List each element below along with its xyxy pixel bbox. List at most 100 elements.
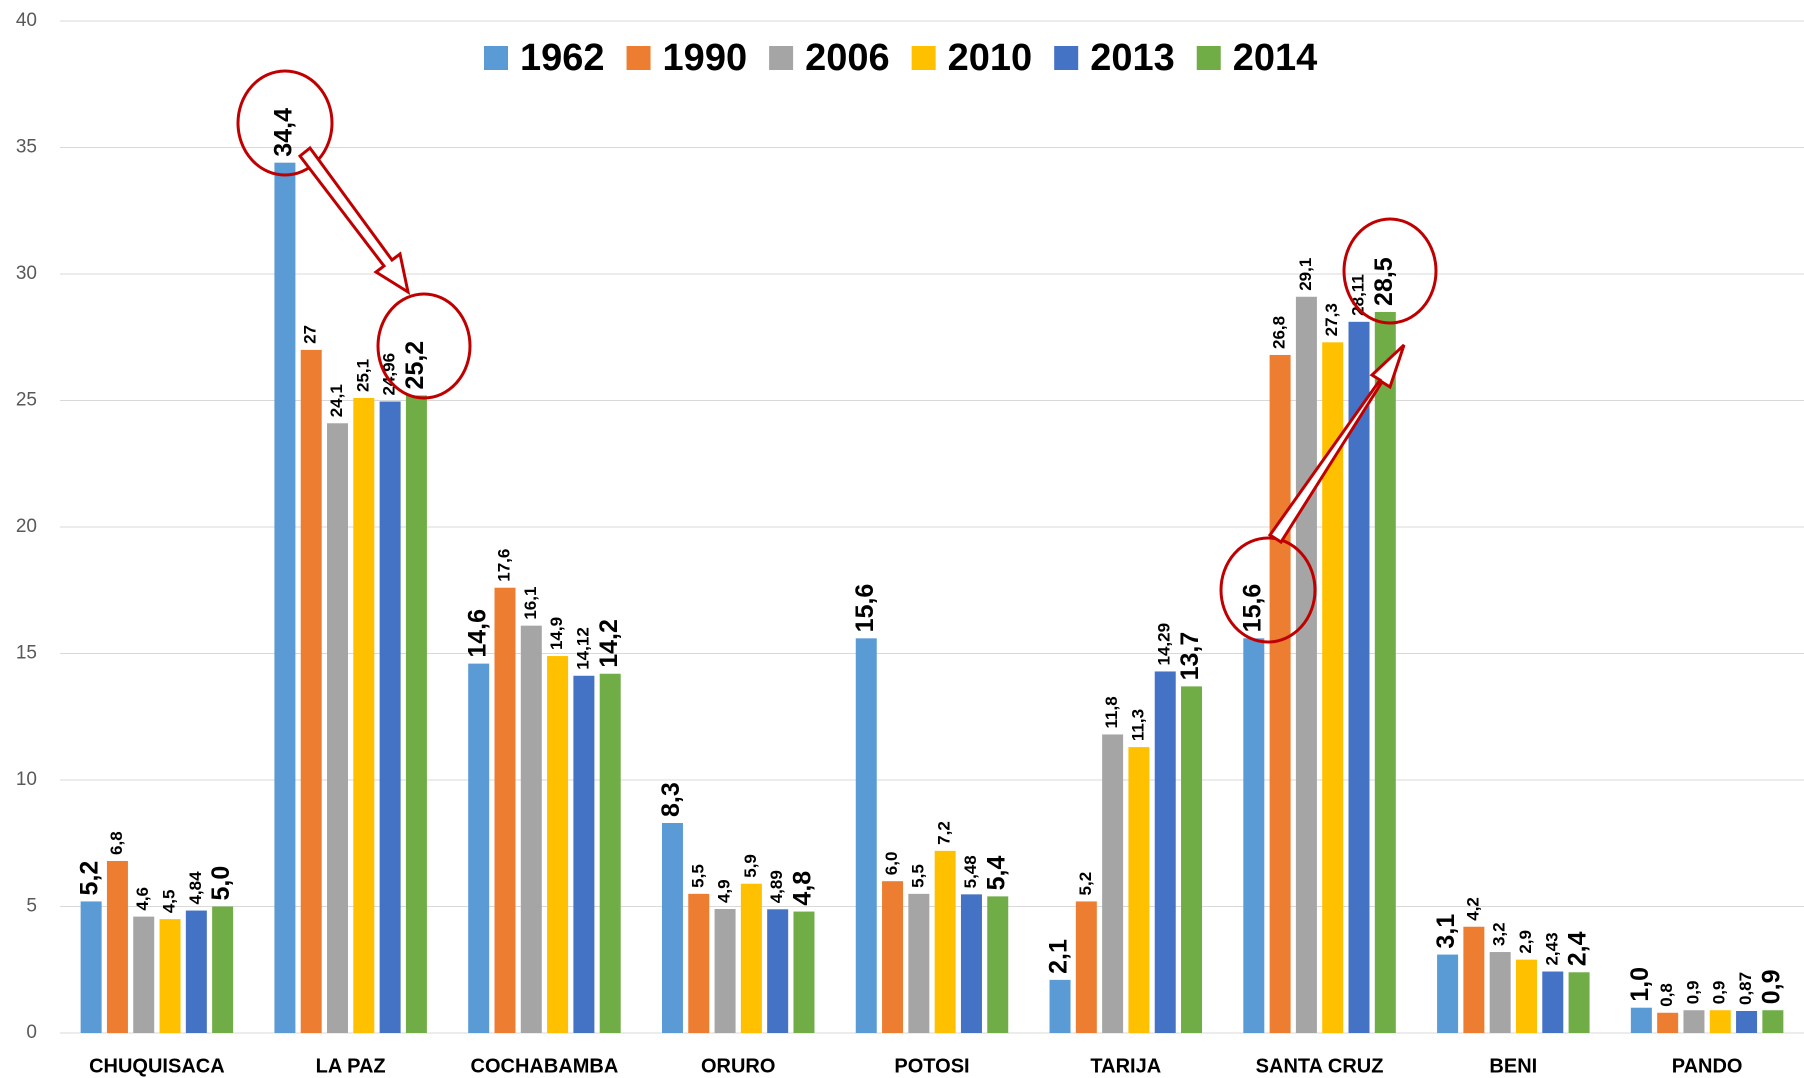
bar <box>934 850 956 1033</box>
bar <box>1243 638 1265 1033</box>
value-label: 1,0 <box>1626 967 1654 1002</box>
y-tick-label: 5 <box>26 896 37 917</box>
bar <box>159 919 181 1033</box>
bar <box>80 901 102 1033</box>
bar <box>327 423 349 1033</box>
annotations <box>236 69 1438 644</box>
bar <box>1322 342 1344 1033</box>
bar <box>987 896 1009 1033</box>
value-label: 13,7 <box>1176 632 1204 681</box>
value-label: 4,6 <box>133 887 152 911</box>
bar <box>1630 1007 1652 1033</box>
bar <box>1762 1010 1784 1033</box>
x-tick-label: ORURO <box>701 1055 775 1077</box>
value-label: 14,9 <box>547 617 566 650</box>
value-label: 4,9 <box>715 879 734 903</box>
value-label: 27 <box>301 325 320 344</box>
bar <box>106 860 128 1033</box>
value-label: 11,8 <box>1102 696 1121 728</box>
value-label: 34,4 <box>270 108 298 157</box>
value-label: 28,11 <box>1348 274 1367 316</box>
value-label: 3,2 <box>1490 922 1509 946</box>
bar <box>468 663 490 1033</box>
value-label: 5,2 <box>1076 872 1095 896</box>
x-tick-label: SANTA CRUZ <box>1256 1055 1384 1077</box>
value-label: 29,1 <box>1296 258 1315 291</box>
value-label: 2,43 <box>1542 932 1561 965</box>
bar <box>908 893 930 1033</box>
value-label: 2,9 <box>1516 930 1535 954</box>
value-label: 4,2 <box>1463 897 1482 921</box>
value-label: 28,5 <box>1370 257 1398 306</box>
x-tick-label: LA PAZ <box>316 1055 386 1077</box>
value-label: 24,96 <box>380 353 399 396</box>
arrow <box>1267 343 1406 545</box>
value-label: 14,29 <box>1155 623 1174 666</box>
value-label: 2,4 <box>1564 931 1592 966</box>
value-label: 11,3 <box>1128 709 1147 741</box>
bar <box>1683 1010 1705 1033</box>
value-label: 5,4 <box>982 856 1010 891</box>
bar <box>1269 354 1291 1034</box>
value-label: 0,9 <box>1757 969 1785 1004</box>
legend-swatch <box>911 46 936 70</box>
legend-swatch <box>626 46 651 70</box>
bar <box>767 909 789 1033</box>
value-label: 15,6 <box>1238 584 1266 633</box>
bar <box>1128 747 1150 1033</box>
value-label: 0,9 <box>1683 981 1702 1005</box>
value-label: 5,5 <box>908 864 927 888</box>
x-tick-label: POTOSI <box>894 1055 969 1077</box>
bar <box>573 675 595 1033</box>
bar <box>882 881 904 1033</box>
bar <box>1489 952 1511 1033</box>
value-label: 24,1 <box>327 384 346 417</box>
bar <box>855 638 877 1033</box>
bar <box>1181 686 1203 1033</box>
bar <box>353 397 375 1034</box>
value-label: 25,2 <box>401 341 429 390</box>
legend-label: 1962 <box>520 37 605 79</box>
highlight-circle <box>1342 217 1438 325</box>
value-label: 25,1 <box>353 359 372 392</box>
value-label: 2,1 <box>1045 939 1073 974</box>
value-label: 15,6 <box>851 584 879 633</box>
bar <box>520 625 542 1033</box>
bar <box>661 823 683 1033</box>
value-label: 6,0 <box>882 852 901 876</box>
y-tick-label: 40 <box>16 10 37 31</box>
value-label: 5,0 <box>207 866 235 901</box>
value-label: 0,87 <box>1736 972 1755 1005</box>
y-tick-label: 30 <box>16 263 37 284</box>
value-label: 27,3 <box>1322 303 1341 336</box>
value-label: 0,9 <box>1710 981 1729 1005</box>
legend-label: 2006 <box>805 37 890 79</box>
value-label: 16,1 <box>521 587 540 620</box>
value-label: 5,48 <box>961 855 980 888</box>
y-tick-label: 10 <box>16 769 37 790</box>
legend-swatch <box>484 46 508 70</box>
value-label: 0,8 <box>1657 983 1676 1007</box>
bar <box>1295 296 1317 1033</box>
bar <box>740 883 762 1033</box>
value-label: 26,8 <box>1270 316 1289 349</box>
bar <box>599 673 621 1033</box>
bar <box>212 906 234 1033</box>
value-label: 14,12 <box>573 627 592 670</box>
bar <box>1515 959 1537 1033</box>
bar <box>1657 1012 1679 1033</box>
bar <box>379 401 401 1034</box>
bar <box>1075 901 1097 1033</box>
x-tick-label: TARIJA <box>1090 1055 1161 1077</box>
bar <box>300 349 322 1033</box>
bar <box>547 656 569 1033</box>
bar <box>1542 971 1564 1033</box>
bar <box>133 916 155 1033</box>
value-label: 5,5 <box>688 864 707 888</box>
x-tick-label: PANDO <box>1672 1055 1743 1077</box>
value-label: 5,2 <box>76 861 104 896</box>
bar <box>494 587 516 1033</box>
bar <box>1736 1010 1758 1033</box>
